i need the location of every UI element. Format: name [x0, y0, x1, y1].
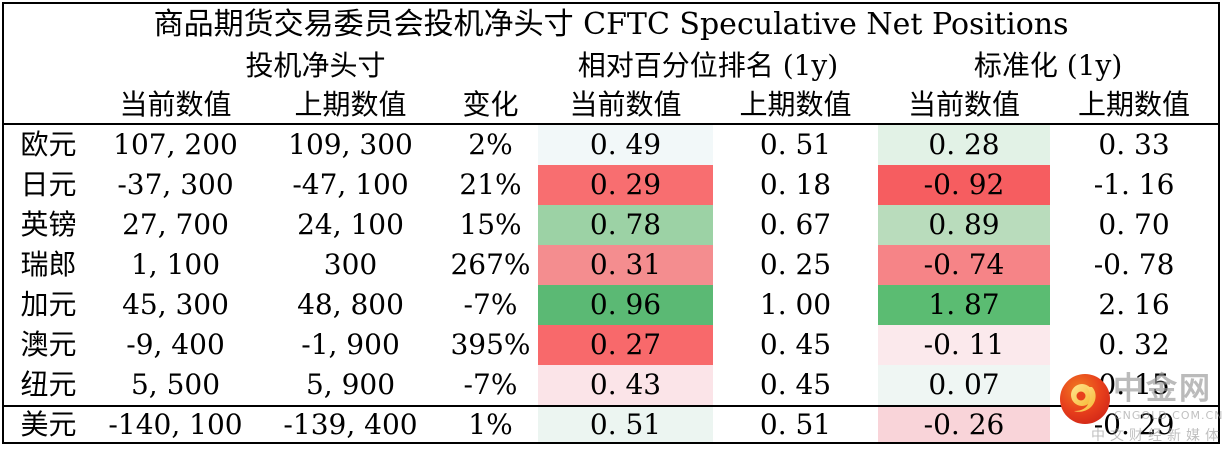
currency-label: 欧元 [20, 128, 77, 161]
net-current-value: 27, 700 [122, 208, 229, 241]
pct-previous-value: 0. 51 [759, 128, 832, 161]
net-previous-value: 48, 800 [297, 288, 404, 321]
net-current-value: -37, 300 [117, 168, 234, 201]
currency-label: 日元 [20, 168, 77, 201]
pct-current-heatcell: 0. 51 [538, 405, 713, 443]
currency-label: 澳元 [20, 328, 77, 361]
cftc-positions-table: 商品期货交易委员会投机净头寸 CFTC Speculative Net Posi… [2, 2, 1221, 444]
net-current-value: 45, 300 [122, 288, 229, 321]
currency-label: 瑞郎 [20, 248, 77, 281]
change-value: -7% [463, 368, 518, 401]
std-current-heatcell: 0. 07 [878, 365, 1050, 406]
table-row-cad: 加元 45, 300 48, 800 -7% 0. 96 1. 00 1. 87… [3, 285, 1219, 325]
change-header: 变化 [443, 86, 538, 125]
net-current-value: 107, 200 [113, 128, 238, 161]
pct-previous-value: 1. 00 [759, 288, 832, 321]
std-previous-value: 0. 33 [1098, 128, 1170, 161]
pct-current-heatcell: 0. 31 [538, 245, 713, 285]
net-previous-header: 上期数值 [258, 86, 443, 125]
net-current-value: 5, 500 [130, 368, 221, 401]
currency-label: 纽元 [20, 368, 77, 401]
pct-current-heatcell: 0. 27 [538, 325, 713, 365]
table-title: 商品期货交易委员会投机净头寸 CFTC Speculative Net Posi… [153, 7, 1069, 42]
pct-current-heatcell: 0. 96 [538, 285, 713, 325]
std-current-heatcell: 0. 89 [878, 205, 1050, 245]
pct-current-heatcell: 0. 49 [538, 124, 713, 165]
change-value: 21% [459, 168, 522, 201]
table-row-gbp: 英镑 27, 700 24, 100 15% 0. 78 0. 67 0. 89… [3, 205, 1219, 245]
pct-previous-header: 上期数值 [713, 86, 878, 125]
table-row-nzd: 纽元 5, 500 5, 900 -7% 0. 43 0. 45 0. 07 0… [3, 365, 1219, 406]
net-previous-value: -139, 400 [258, 405, 443, 443]
pct-previous-value: 0. 45 [759, 368, 832, 401]
table-row-jpy: 日元 -37, 300 -47, 100 21% 0. 29 0. 18 -0.… [3, 165, 1219, 205]
std-previous-header: 上期数值 [1050, 86, 1220, 125]
pct-current-heatcell: 0. 78 [538, 205, 713, 245]
currency-label: 加元 [20, 288, 77, 321]
std-current-heatcell: -0. 26 [878, 405, 1050, 443]
table-row-usd: 美元 -140, 100 -139, 400 1% 0. 51 0. 51 -0… [3, 405, 1220, 443]
net-previous-value: 109, 300 [288, 128, 413, 161]
pct-previous-value: 0. 25 [759, 248, 832, 281]
std-current-heatcell: 1. 87 [878, 285, 1050, 325]
pct-current-header: 当前数值 [538, 86, 713, 125]
std-current-heatcell: -0. 74 [878, 245, 1050, 285]
net-current-header: 当前数值 [93, 86, 258, 125]
change-value: -7% [463, 288, 518, 321]
change-value: 15% [459, 208, 522, 241]
change-value: 1% [443, 405, 538, 443]
net-previous-value: -1, 900 [301, 328, 400, 361]
group-relative-percentile-rank: 相对百分位排名 (1y) [577, 49, 839, 82]
group-spacer [3, 46, 93, 86]
change-value: 2% [468, 128, 513, 161]
std-previous-value: 0. 15 [1098, 368, 1170, 401]
group-normalized: 标准化 (1y) [973, 49, 1123, 82]
pct-current-heatcell: 0. 29 [538, 165, 713, 205]
std-current-header: 当前数值 [878, 86, 1050, 125]
currency-label: 英镑 [20, 208, 77, 241]
net-previous-value: -47, 100 [292, 168, 409, 201]
net-previous-value: 300 [323, 248, 378, 281]
pct-current-heatcell: 0. 43 [538, 365, 713, 406]
std-current-heatcell: -0. 11 [878, 325, 1050, 365]
table-row-aud: 澳元 -9, 400 -1, 900 395% 0. 27 0. 45 -0. … [3, 325, 1219, 365]
group-header-row: 投机净头寸 相对百分位排名 (1y) 标准化 (1y) [3, 46, 1219, 86]
change-value: 267% [450, 248, 531, 281]
pct-previous-value: 0. 51 [713, 405, 878, 443]
column-header-row: 当前数值 上期数值 变化 当前数值 上期数值 当前数值 上期数值 [3, 86, 1220, 125]
std-previous-value: 2. 16 [1098, 288, 1170, 321]
std-previous-value: -1. 16 [1093, 168, 1175, 201]
net-current-value: -140, 100 [93, 405, 258, 443]
std-previous-value: -0. 29 [1050, 405, 1220, 443]
std-current-heatcell: 0. 28 [878, 124, 1050, 165]
std-previous-value: -0. 78 [1093, 248, 1175, 281]
group-speculative-net-positions: 投机净头寸 [245, 49, 386, 82]
currency-label: 美元 [3, 405, 93, 443]
change-value: 395% [450, 328, 531, 361]
net-current-value: 1, 100 [130, 248, 221, 281]
pct-previous-value: 0. 18 [759, 168, 832, 201]
pct-previous-value: 0. 45 [759, 328, 832, 361]
std-previous-value: 0. 70 [1098, 208, 1170, 241]
table-row-chf: 瑞郎 1, 100 300 267% 0. 31 0. 25 -0. 74 -0… [3, 245, 1219, 285]
std-current-heatcell: -0. 92 [878, 165, 1050, 205]
pct-previous-value: 0. 67 [759, 208, 832, 241]
net-current-value: -9, 400 [126, 328, 225, 361]
table-row-eur: 欧元 107, 200 109, 300 2% 0. 49 0. 51 0. 2… [3, 124, 1219, 165]
title-row: 商品期货交易委员会投机净头寸 CFTC Speculative Net Posi… [3, 3, 1219, 46]
net-previous-value: 24, 100 [297, 208, 404, 241]
currency-column-header [3, 86, 93, 125]
net-previous-value: 5, 900 [305, 368, 396, 401]
std-previous-value: 0. 32 [1098, 328, 1170, 361]
